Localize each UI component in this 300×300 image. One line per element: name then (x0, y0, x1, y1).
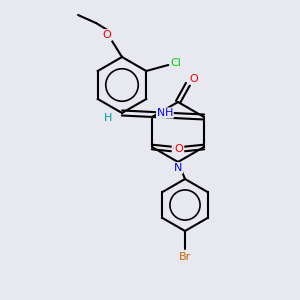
Text: N: N (157, 108, 165, 118)
Text: H: H (165, 108, 173, 118)
Text: H: H (104, 113, 112, 123)
Text: Br: Br (179, 252, 191, 262)
Text: N: N (174, 163, 182, 173)
Text: O: O (103, 30, 111, 40)
Text: Cl: Cl (171, 58, 182, 68)
Text: O: O (175, 144, 183, 154)
Text: O: O (190, 74, 198, 84)
Text: O: O (172, 144, 182, 154)
